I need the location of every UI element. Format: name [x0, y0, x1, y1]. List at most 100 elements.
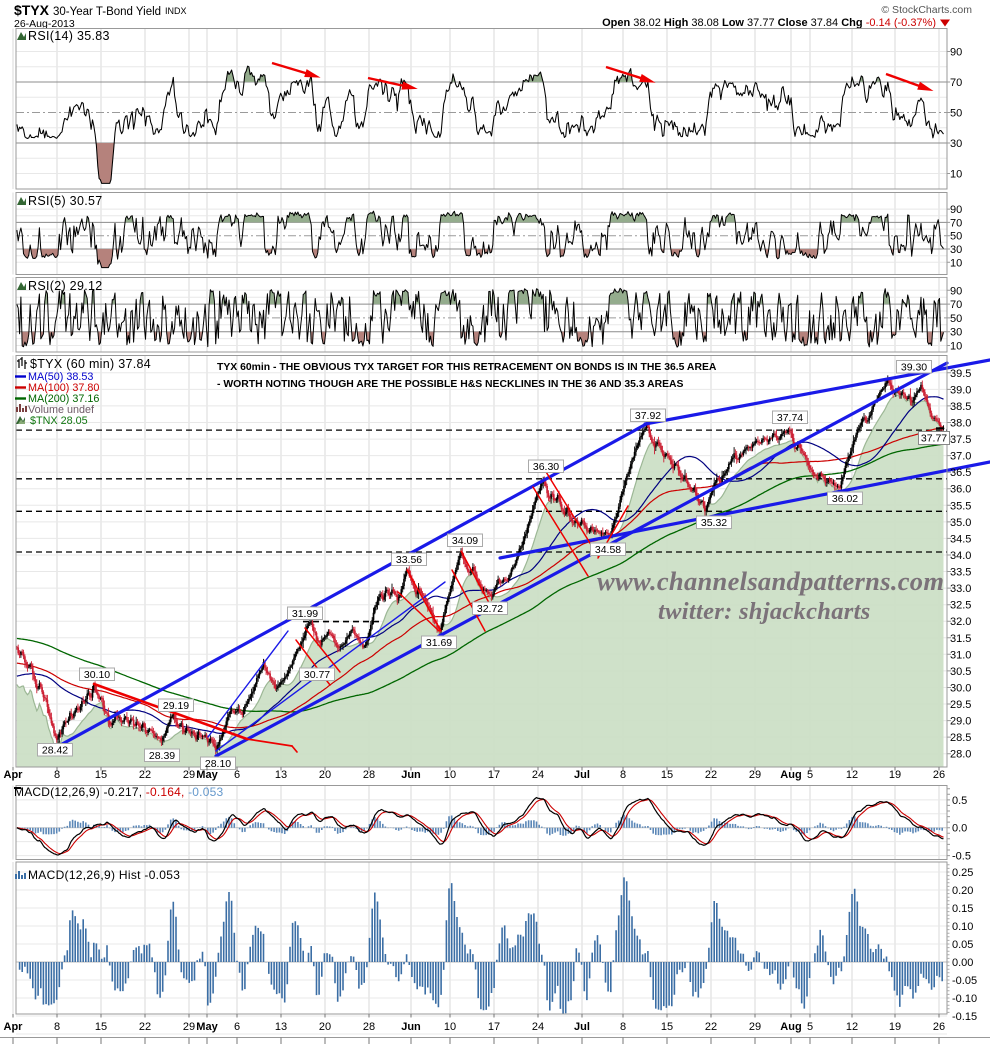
- svg-text:36.5: 36.5: [950, 467, 971, 479]
- svg-text:Jul: Jul: [574, 1021, 590, 1033]
- svg-text:MA(50) 38.53: MA(50) 38.53: [28, 371, 93, 383]
- svg-text:29: 29: [183, 769, 195, 781]
- svg-text:24: 24: [532, 1021, 544, 1033]
- svg-text:13: 13: [275, 769, 287, 781]
- svg-text:32.5: 32.5: [950, 600, 971, 612]
- svg-text:-0.05: -0.05: [952, 975, 977, 987]
- svg-text:Volume undef: Volume undef: [28, 404, 95, 416]
- svg-text:31.5: 31.5: [950, 633, 971, 645]
- svg-text:19: 19: [889, 1021, 901, 1033]
- svg-text:22: 22: [705, 1021, 717, 1033]
- svg-text:33.56: 33.56: [396, 554, 422, 566]
- svg-text:May: May: [196, 769, 218, 781]
- svg-text:8: 8: [54, 769, 60, 781]
- svg-text:26-Aug-2013: 26-Aug-2013: [14, 18, 75, 30]
- svg-text:50: 50: [950, 108, 962, 120]
- svg-text:37.77: 37.77: [921, 433, 947, 445]
- svg-text:36.02: 36.02: [832, 493, 858, 505]
- svg-text:22: 22: [705, 769, 717, 781]
- svg-text:36.30: 36.30: [533, 461, 559, 473]
- svg-text:31.0: 31.0: [950, 649, 971, 661]
- svg-text:37.74: 37.74: [777, 412, 803, 424]
- svg-text:Jul: Jul: [574, 769, 590, 781]
- svg-text:-0.15: -0.15: [952, 1011, 977, 1023]
- svg-text:32.72: 32.72: [477, 603, 503, 615]
- svg-text:34.58: 34.58: [595, 544, 621, 556]
- svg-text:28.5: 28.5: [950, 732, 971, 744]
- svg-text:8: 8: [54, 1021, 60, 1033]
- svg-text:90: 90: [950, 47, 962, 59]
- svg-text:34.5: 34.5: [950, 533, 971, 545]
- svg-text:10: 10: [950, 257, 962, 269]
- svg-text:MACD(12,26,9) Hist -0.053: MACD(12,26,9) Hist -0.053: [28, 868, 180, 882]
- svg-text:$TYX (60 min) 37.84: $TYX (60 min) 37.84: [30, 357, 151, 371]
- svg-text:© StockCharts.com: © StockCharts.com: [881, 4, 972, 16]
- svg-text:29.5: 29.5: [950, 699, 971, 711]
- svg-text:36.0: 36.0: [950, 484, 971, 496]
- svg-text:35.32: 35.32: [701, 517, 727, 529]
- svg-text:30: 30: [950, 327, 962, 339]
- svg-text:30.77: 30.77: [304, 669, 330, 681]
- svg-text:20: 20: [319, 769, 331, 781]
- svg-text:33.0: 33.0: [950, 583, 971, 595]
- svg-text:22: 22: [139, 1021, 151, 1033]
- svg-text:MACD(12,26,9) -0.217, -0.164,: MACD(12,26,9) -0.217, -0.164, -0.053: [14, 785, 223, 799]
- svg-text:5: 5: [807, 769, 813, 781]
- svg-text:29: 29: [749, 1021, 761, 1033]
- svg-text:39.0: 39.0: [950, 384, 971, 396]
- svg-text:35.5: 35.5: [950, 500, 971, 512]
- svg-text:-0.10: -0.10: [952, 993, 977, 1005]
- svg-text:Jun: Jun: [401, 769, 421, 781]
- svg-text:0.05: 0.05: [952, 939, 973, 951]
- svg-text:30.0: 30.0: [950, 683, 971, 695]
- svg-text:12: 12: [846, 769, 858, 781]
- svg-text:38.0: 38.0: [950, 418, 971, 430]
- svg-text:12: 12: [846, 1021, 858, 1033]
- svg-text:10: 10: [444, 1021, 456, 1033]
- svg-text:17: 17: [488, 1021, 500, 1033]
- svg-text:39.5: 39.5: [950, 368, 971, 380]
- svg-text:50: 50: [950, 231, 962, 243]
- svg-text:RSI(5) 30.57: RSI(5) 30.57: [28, 194, 102, 208]
- svg-text:70: 70: [950, 217, 962, 229]
- svg-text:twitter: shjackcharts: twitter: shjackcharts: [658, 598, 871, 625]
- svg-text:Apr: Apr: [4, 769, 24, 781]
- svg-text:0.25: 0.25: [952, 867, 973, 879]
- svg-text:24: 24: [532, 769, 544, 781]
- svg-text:INDX: INDX: [165, 6, 187, 16]
- svg-text:MA(200) 37.16: MA(200) 37.16: [28, 393, 99, 405]
- svg-text:TYX 60min - THE OBVIOUS TYX TA: TYX 60min - THE OBVIOUS TYX TARGET FOR T…: [217, 362, 717, 373]
- svg-text:8: 8: [620, 1021, 626, 1033]
- svg-text:35.0: 35.0: [950, 517, 971, 529]
- svg-text:10: 10: [950, 341, 962, 353]
- svg-text:0.0: 0.0: [952, 823, 967, 835]
- svg-text:30: 30: [950, 244, 962, 256]
- svg-text:$TYX: $TYX: [14, 2, 50, 18]
- svg-text:15: 15: [661, 1021, 673, 1033]
- svg-text:MA(100) 37.80: MA(100) 37.80: [28, 382, 99, 394]
- svg-text:70: 70: [950, 299, 962, 311]
- svg-text:0.5: 0.5: [952, 795, 967, 807]
- svg-text:50: 50: [950, 313, 962, 325]
- svg-text:www.channelsandpatterns.com: www.channelsandpatterns.com: [597, 566, 944, 596]
- svg-text:26: 26: [933, 1021, 945, 1033]
- svg-text:10: 10: [444, 769, 456, 781]
- svg-text:30: 30: [950, 138, 962, 150]
- svg-text:Jun: Jun: [401, 1021, 421, 1033]
- svg-text:10: 10: [950, 169, 962, 181]
- svg-text:0.15: 0.15: [952, 903, 973, 915]
- svg-text:29: 29: [749, 769, 761, 781]
- svg-text:5: 5: [807, 1021, 813, 1033]
- svg-text:15: 15: [95, 1021, 107, 1033]
- svg-text:28: 28: [363, 1021, 375, 1033]
- svg-text:90: 90: [950, 285, 962, 297]
- svg-text:0.10: 0.10: [952, 921, 973, 933]
- svg-text:13: 13: [275, 1021, 287, 1033]
- svg-text:0.00: 0.00: [952, 957, 973, 969]
- svg-text:70: 70: [950, 77, 962, 89]
- svg-text:-0.5: -0.5: [952, 851, 971, 863]
- svg-text:RSI(2) 29.12: RSI(2) 29.12: [28, 279, 102, 293]
- svg-text:15: 15: [95, 769, 107, 781]
- svg-text:6: 6: [234, 769, 240, 781]
- svg-text:17: 17: [488, 769, 500, 781]
